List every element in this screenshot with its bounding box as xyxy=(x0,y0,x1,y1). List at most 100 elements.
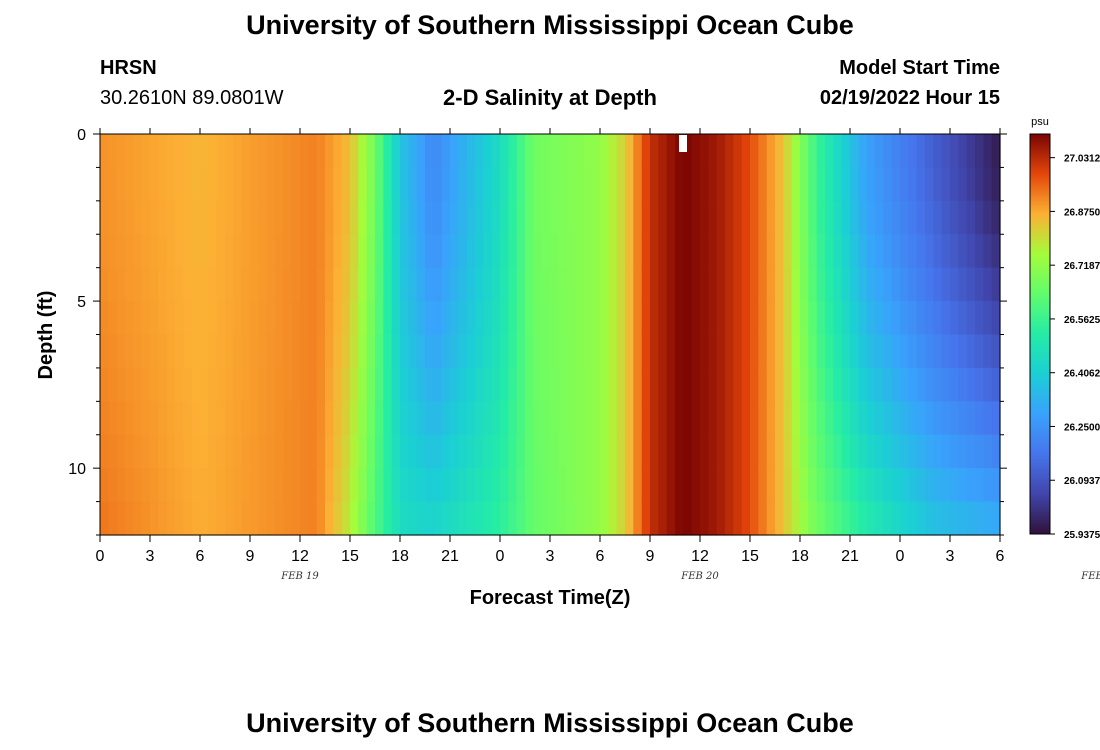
heatmap-cell xyxy=(991,367,1001,402)
heatmap-cell xyxy=(508,468,518,503)
heatmap-cell xyxy=(750,334,759,369)
heatmap-cell xyxy=(733,367,743,402)
heatmap-cell xyxy=(866,134,876,169)
heatmap-cell xyxy=(408,200,418,235)
heatmap-cell xyxy=(608,234,618,269)
heatmap-cell xyxy=(241,200,251,235)
heatmap-cell xyxy=(766,301,776,336)
heatmap-cell xyxy=(391,501,401,536)
heatmap-cell xyxy=(233,200,243,235)
heatmap-cell xyxy=(925,468,934,503)
heatmap-cell xyxy=(591,367,601,402)
heatmap-cell xyxy=(258,167,268,202)
heatmap-cell xyxy=(983,301,993,336)
heatmap-cell xyxy=(433,334,443,369)
heatmap-cell xyxy=(358,200,368,235)
heatmap-cell xyxy=(158,501,168,536)
heatmap-cell xyxy=(258,501,268,536)
heatmap-cell xyxy=(191,301,201,336)
heatmap-cell xyxy=(733,267,743,302)
heatmap-cell xyxy=(458,468,468,503)
heatmap-cell xyxy=(216,367,226,402)
heatmap-cell xyxy=(741,301,751,336)
heatmap-cell xyxy=(900,334,909,369)
heatmap-cell xyxy=(266,501,276,536)
heatmap-cell xyxy=(983,468,993,503)
heatmap-cell xyxy=(375,334,384,369)
heatmap-cell xyxy=(841,501,851,536)
heatmap-cell xyxy=(316,367,326,402)
heatmap-cell xyxy=(866,301,876,336)
heatmap-cell xyxy=(625,468,634,503)
heatmap-cell xyxy=(850,301,859,336)
heatmap-cell xyxy=(708,468,718,503)
heatmap-cell xyxy=(500,401,509,436)
heatmap-cell xyxy=(516,334,526,369)
heatmap-cell xyxy=(633,267,643,302)
heatmap-cell xyxy=(541,334,551,369)
heatmap-cell xyxy=(658,267,668,302)
heatmap-cell xyxy=(583,167,593,202)
heatmap-cell xyxy=(450,334,459,369)
heatmap-cell xyxy=(691,267,701,302)
heatmap-cell xyxy=(808,134,818,169)
heatmap-cell xyxy=(958,334,968,369)
heatmap-cell xyxy=(383,434,393,469)
heatmap-cell xyxy=(758,401,768,436)
heatmap-cell xyxy=(575,134,584,169)
heatmap-cell xyxy=(358,367,368,402)
heatmap-cell xyxy=(566,267,576,302)
heatmap-cell xyxy=(508,501,518,536)
heatmap-cell xyxy=(608,301,618,336)
heatmap-cell xyxy=(808,501,818,536)
heatmap-cell xyxy=(566,134,576,169)
heatmap-cell xyxy=(116,301,126,336)
heatmap-cell xyxy=(350,267,359,302)
heatmap-cell xyxy=(975,234,984,269)
heatmap-cell xyxy=(608,334,618,369)
heatmap-cell xyxy=(408,134,418,169)
heatmap-cell xyxy=(541,167,551,202)
heatmap-cell xyxy=(833,501,843,536)
heatmap-cell xyxy=(975,267,984,302)
heatmap-cell xyxy=(625,434,634,469)
heatmap-cell xyxy=(700,301,709,336)
heatmap-cell xyxy=(925,234,934,269)
heatmap-cell xyxy=(766,468,776,503)
heatmap-cell xyxy=(275,167,284,202)
heatmap-cell xyxy=(933,301,943,336)
heatmap-cell xyxy=(391,234,401,269)
heatmap-cell xyxy=(616,200,626,235)
heatmap-cell xyxy=(133,367,143,402)
heatmap-cell xyxy=(425,401,434,436)
heatmap-cell xyxy=(525,401,534,436)
heatmap-cell xyxy=(975,301,984,336)
heatmap-cell xyxy=(700,267,709,302)
heatmap-cell xyxy=(925,200,934,235)
heatmap-cell xyxy=(816,167,826,202)
heatmap-cell xyxy=(150,468,159,503)
heatmap-cell xyxy=(558,200,568,235)
heatmap-cell xyxy=(508,200,518,235)
heatmap-cell xyxy=(416,434,426,469)
x-tick-label: 0 xyxy=(896,548,905,565)
heatmap-cell xyxy=(691,434,701,469)
heatmap-cell xyxy=(808,468,818,503)
heatmap-cell xyxy=(608,167,618,202)
heatmap-cell xyxy=(116,468,126,503)
heatmap-cell xyxy=(566,367,576,402)
heatmap-cell xyxy=(758,267,768,302)
heatmap-cell xyxy=(125,434,134,469)
heatmap-cell xyxy=(916,167,926,202)
heatmap-cell xyxy=(783,234,793,269)
heatmap-cell xyxy=(483,234,493,269)
heatmap-cell xyxy=(750,134,759,169)
heatmap-cell xyxy=(958,267,968,302)
heatmap-cell xyxy=(600,267,609,302)
heatmap-cell xyxy=(758,234,768,269)
heatmap-cell xyxy=(250,200,259,235)
heatmap-cell xyxy=(966,401,976,436)
heatmap-cell xyxy=(883,367,893,402)
heatmap-cell xyxy=(783,468,793,503)
heatmap-cell xyxy=(400,234,409,269)
